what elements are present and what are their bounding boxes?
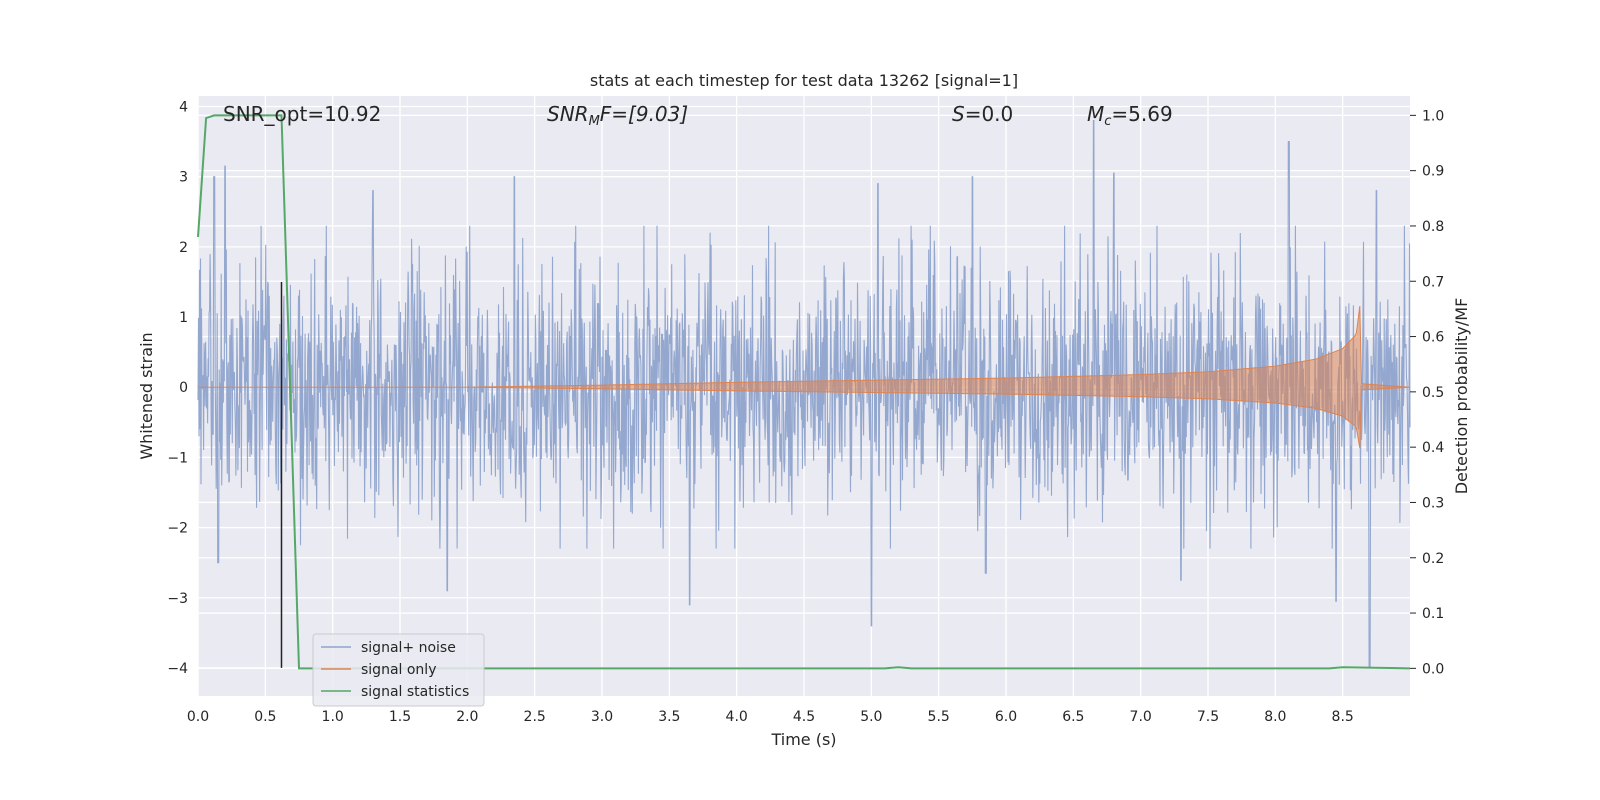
x-tick-label: 4.5 [793,709,815,725]
annotation-mc: Mc=5.69 [1087,102,1173,129]
legend-box [312,633,485,707]
y-left-tick-label: −3 [167,591,188,607]
annotation-snr-opt: SNR_opt=10.92 [223,102,381,126]
chart-title: stats at each timestep for test data 132… [590,71,1018,90]
y-right-tick-label: 0.7 [1422,274,1444,290]
series-signal-only [198,305,1411,449]
y-axis-label-left: Whitened strain [137,332,156,459]
y-right-tick-label: 1.0 [1422,108,1444,124]
y-right-tick-label: 0.0 [1422,661,1444,677]
y-right-tick-label: 0.8 [1422,219,1444,235]
x-tick-label: 3.0 [591,709,613,725]
x-tick-label: 0.5 [254,709,276,725]
y-right-tick-label: 0.4 [1422,440,1444,456]
annotation-snr-mf: SNRMF=[9.03] [547,102,688,129]
series-signal-noise [197,120,1411,669]
legend: signal+ noise signal only signal statist… [312,633,485,707]
x-tick-label: 0.0 [187,709,209,725]
y-left-tick-label: 3 [179,170,188,186]
signal-statistics-line [197,114,1411,670]
y-left-tick-label: −4 [167,661,188,677]
y-axis-label-right: Detection probability/MF [1452,298,1471,495]
annotation-s-main: S [952,102,965,126]
y-right-tick-label: 0.1 [1422,606,1444,622]
y-left-tick-label: 2 [179,240,188,256]
y-right-tick-label: 0.6 [1422,330,1444,346]
x-tick-label: 8.5 [1332,709,1354,725]
x-tick-label: 6.0 [995,709,1017,725]
legend-label-signal-only: signal only [361,662,436,678]
legend-label-signal-noise: signal+ noise [361,640,456,656]
x-tick-label: 5.0 [860,709,882,725]
y-left-tick-label: 1 [179,310,188,326]
annotation-mc-sub: c [1104,114,1111,129]
x-axis-label: Time (s) [770,730,836,749]
x-tick-label: 1.5 [389,709,411,725]
y-right-tick-label: 0.2 [1422,551,1444,567]
y-left-tick-label: 4 [179,100,188,116]
annotation-snr-mf-rest: F=[9.03] [600,102,688,126]
series-signal-statistics [197,114,1411,670]
axis-ticks: 0.0 0.5 1.0 1.5 2.0 2.5 3.0 3.5 4.0 4.5 5.0 5.5 6.0 6… [167,100,1444,725]
signal-noise-line [197,120,1411,669]
y-left-tick-label: −1 [167,450,188,466]
annotation-snr-mf-sub: M [589,114,600,129]
x-tick-label: 7.0 [1130,709,1152,725]
y-right-tick-label: 0.3 [1422,495,1444,511]
annotation-mc-rest: =5.69 [1111,102,1172,126]
x-tick-label: 2.5 [524,709,546,725]
x-tick-label: 4.0 [726,709,748,725]
x-tick-label: 3.5 [658,709,680,725]
x-tick-label: 5.5 [928,709,950,725]
x-tick-label: 6.5 [1062,709,1084,725]
y-right-tick-label: 0.5 [1422,385,1444,401]
annotation-mc-main: M [1087,102,1104,126]
x-tick-label: 1.0 [322,709,344,725]
y-left-tick-label: −2 [167,521,188,537]
y-right-tick-label: 0.9 [1422,164,1444,180]
annotation-s: S=0.0 [952,102,1013,126]
x-tick-label: 7.5 [1197,709,1219,725]
signal-only-band [198,305,1411,449]
x-tick-label: 2.0 [456,709,478,725]
legend-label-signal-statistics: signal statistics [361,684,469,700]
x-tick-label: 8.0 [1264,709,1286,725]
annotation-s-rest: =0.0 [965,102,1014,126]
y-left-tick-label: 0 [179,380,188,396]
annotation-snr-mf-main: SNR [547,102,589,126]
